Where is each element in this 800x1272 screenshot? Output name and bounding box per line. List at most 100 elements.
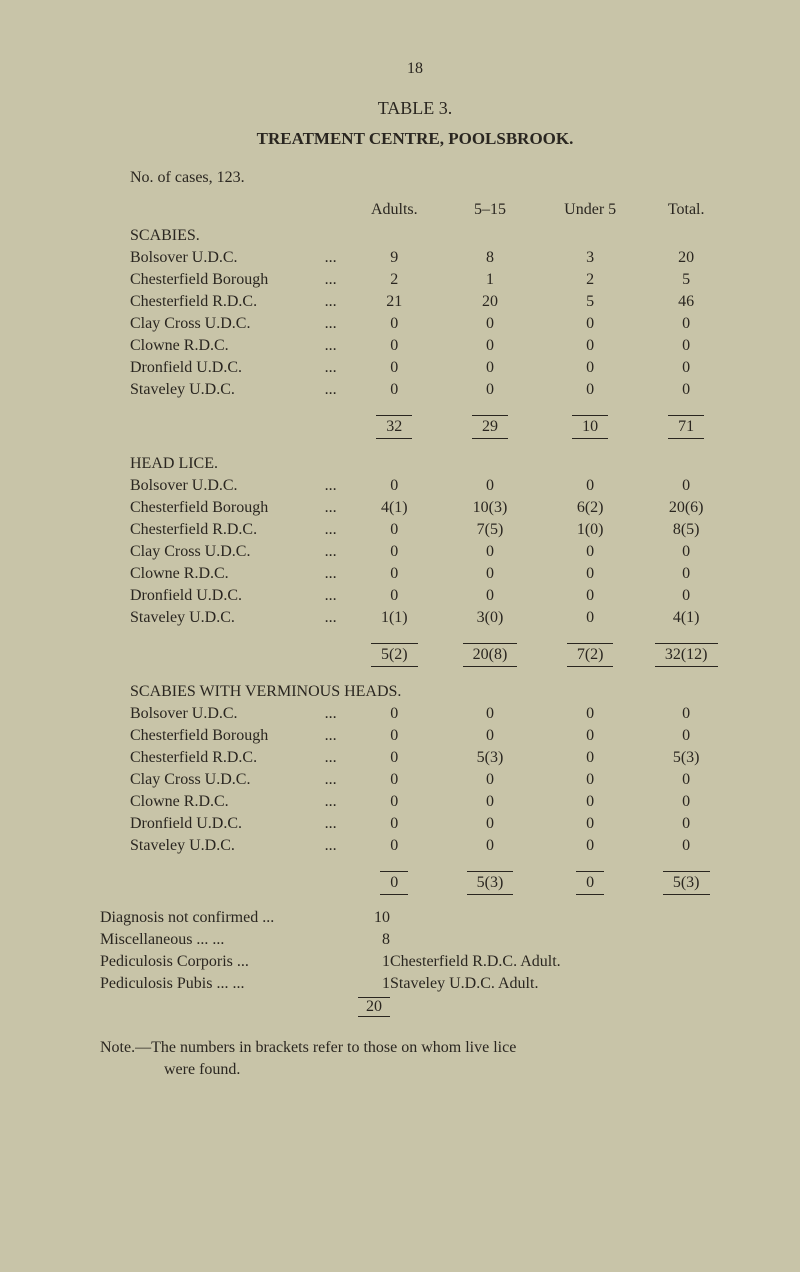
cell-range: 0 xyxy=(442,357,538,379)
header-adults: Adults. xyxy=(347,199,442,225)
table-row: Staveley U.D.C.... 1(1) 3(0) 0 4(1) xyxy=(100,607,730,629)
totals-row: 32 29 10 71 xyxy=(100,413,730,441)
total-under5: 10 xyxy=(572,415,608,439)
cell-range: 0 xyxy=(442,835,538,857)
cell-under5: 0 xyxy=(538,791,642,813)
cell-total: 0 xyxy=(642,541,730,563)
row-label: Chesterfield R.D.C.... xyxy=(100,291,347,313)
row-label: Staveley U.D.C.... xyxy=(100,835,347,857)
cell-total: 20(6) xyxy=(642,497,730,519)
table-row: Chesterfield Borough... 0 0 0 0 xyxy=(100,725,730,747)
header-total: Total. xyxy=(642,199,730,225)
header-under5: Under 5 xyxy=(538,199,642,225)
footnote: Note.—The numbers in brackets refer to t… xyxy=(100,1037,730,1082)
cell-total: 0 xyxy=(642,313,730,335)
cell-total: 0 xyxy=(642,703,730,725)
cell-under5: 0 xyxy=(538,313,642,335)
cell-total: 0 xyxy=(642,475,730,497)
main-title: TREATMENT CENTRE, POOLSBROOK. xyxy=(100,129,730,149)
cell-under5: 0 xyxy=(538,563,642,585)
total-adults: 32 xyxy=(376,415,412,439)
row-label: Dronfield U.D.C.... xyxy=(100,357,347,379)
table-row: Bolsover U.D.C.... 0 0 0 0 xyxy=(100,475,730,497)
cell-total: 0 xyxy=(642,769,730,791)
cell-range: 0 xyxy=(442,475,538,497)
diag-note xyxy=(390,929,730,951)
diagnosis-row: Miscellaneous ... ... 8 xyxy=(100,929,730,951)
table-row: Dronfield U.D.C.... 0 0 0 0 xyxy=(100,357,730,379)
table-title: TABLE 3. xyxy=(100,98,730,119)
cell-adults: 0 xyxy=(347,475,442,497)
row-label: Chesterfield R.D.C.... xyxy=(100,519,347,541)
cell-total: 0 xyxy=(642,563,730,585)
row-label: Clowne R.D.C.... xyxy=(100,791,347,813)
row-label: Staveley U.D.C.... xyxy=(100,379,347,401)
diag-num: 8 xyxy=(340,929,390,951)
table-row: Clowne R.D.C.... 0 0 0 0 xyxy=(100,335,730,357)
table-row: Clowne R.D.C.... 0 0 0 0 xyxy=(100,791,730,813)
cell-under5: 0 xyxy=(538,813,642,835)
cell-range: 1 xyxy=(442,269,538,291)
table-row: Clay Cross U.D.C.... 0 0 0 0 xyxy=(100,313,730,335)
totals-row: 0 5(3) 0 5(3) xyxy=(100,869,730,897)
cell-total: 0 xyxy=(642,725,730,747)
cell-adults: 2 xyxy=(347,269,442,291)
section-title: SCABIES. xyxy=(100,225,347,247)
row-label: Chesterfield Borough... xyxy=(100,725,347,747)
cell-adults: 0 xyxy=(347,835,442,857)
cell-range: 0 xyxy=(442,813,538,835)
page-number: 18 xyxy=(100,60,730,78)
row-label: Bolsover U.D.C.... xyxy=(100,247,347,269)
cell-range: 0 xyxy=(442,791,538,813)
diag-num: 1 xyxy=(340,973,390,995)
cell-adults: 0 xyxy=(347,813,442,835)
cell-range: 8 xyxy=(442,247,538,269)
diag-num: 10 xyxy=(340,907,390,929)
table-row: Bolsover U.D.C.... 9 8 3 20 xyxy=(100,247,730,269)
cell-under5: 3 xyxy=(538,247,642,269)
cell-range: 0 xyxy=(442,585,538,607)
totals-row: 5(2) 20(8) 7(2) 32(12) xyxy=(100,641,730,669)
cell-range: 5(3) xyxy=(442,747,538,769)
cell-total: 0 xyxy=(642,335,730,357)
cell-under5: 0 xyxy=(538,769,642,791)
table-row: Chesterfield Borough... 4(1) 10(3) 6(2) … xyxy=(100,497,730,519)
cell-adults: 0 xyxy=(347,379,442,401)
row-label: Chesterfield R.D.C.... xyxy=(100,747,347,769)
cell-adults: 0 xyxy=(347,541,442,563)
cell-total: 20 xyxy=(642,247,730,269)
cell-adults: 0 xyxy=(347,725,442,747)
total-under5: 0 xyxy=(576,871,604,895)
total-range: 5(3) xyxy=(467,871,514,895)
cell-adults: 0 xyxy=(347,791,442,813)
total-total: 5(3) xyxy=(663,871,710,895)
cell-total: 0 xyxy=(642,585,730,607)
cases-count: No. of cases, 123. xyxy=(100,169,730,187)
cell-adults: 0 xyxy=(347,563,442,585)
cell-adults: 0 xyxy=(347,703,442,725)
cell-under5: 0 xyxy=(538,379,642,401)
cell-adults: 9 xyxy=(347,247,442,269)
cell-under5: 5 xyxy=(538,291,642,313)
diag-label: Pediculosis Corporis ... xyxy=(100,951,340,973)
cell-adults: 0 xyxy=(347,335,442,357)
table-row: Chesterfield R.D.C.... 21 20 5 46 xyxy=(100,291,730,313)
row-label: Dronfield U.D.C.... xyxy=(100,813,347,835)
cell-adults: 0 xyxy=(347,747,442,769)
total-adults: 0 xyxy=(380,871,408,895)
diag-note: Chesterfield R.D.C. Adult. xyxy=(390,951,730,973)
cell-total: 46 xyxy=(642,291,730,313)
cell-total: 0 xyxy=(642,379,730,401)
cell-under5: 0 xyxy=(538,585,642,607)
row-label: Clay Cross U.D.C.... xyxy=(100,313,347,335)
row-label: Clay Cross U.D.C.... xyxy=(100,769,347,791)
cell-under5: 1(0) xyxy=(538,519,642,541)
cell-under5: 0 xyxy=(538,725,642,747)
cell-total: 0 xyxy=(642,835,730,857)
total-range: 20(8) xyxy=(463,643,518,667)
table-row: Clowne R.D.C.... 0 0 0 0 xyxy=(100,563,730,585)
diagnosis-row: Diagnosis not confirmed ... 10 xyxy=(100,907,730,929)
cell-adults: 4(1) xyxy=(347,497,442,519)
cell-under5: 0 xyxy=(538,357,642,379)
cell-range: 0 xyxy=(442,541,538,563)
